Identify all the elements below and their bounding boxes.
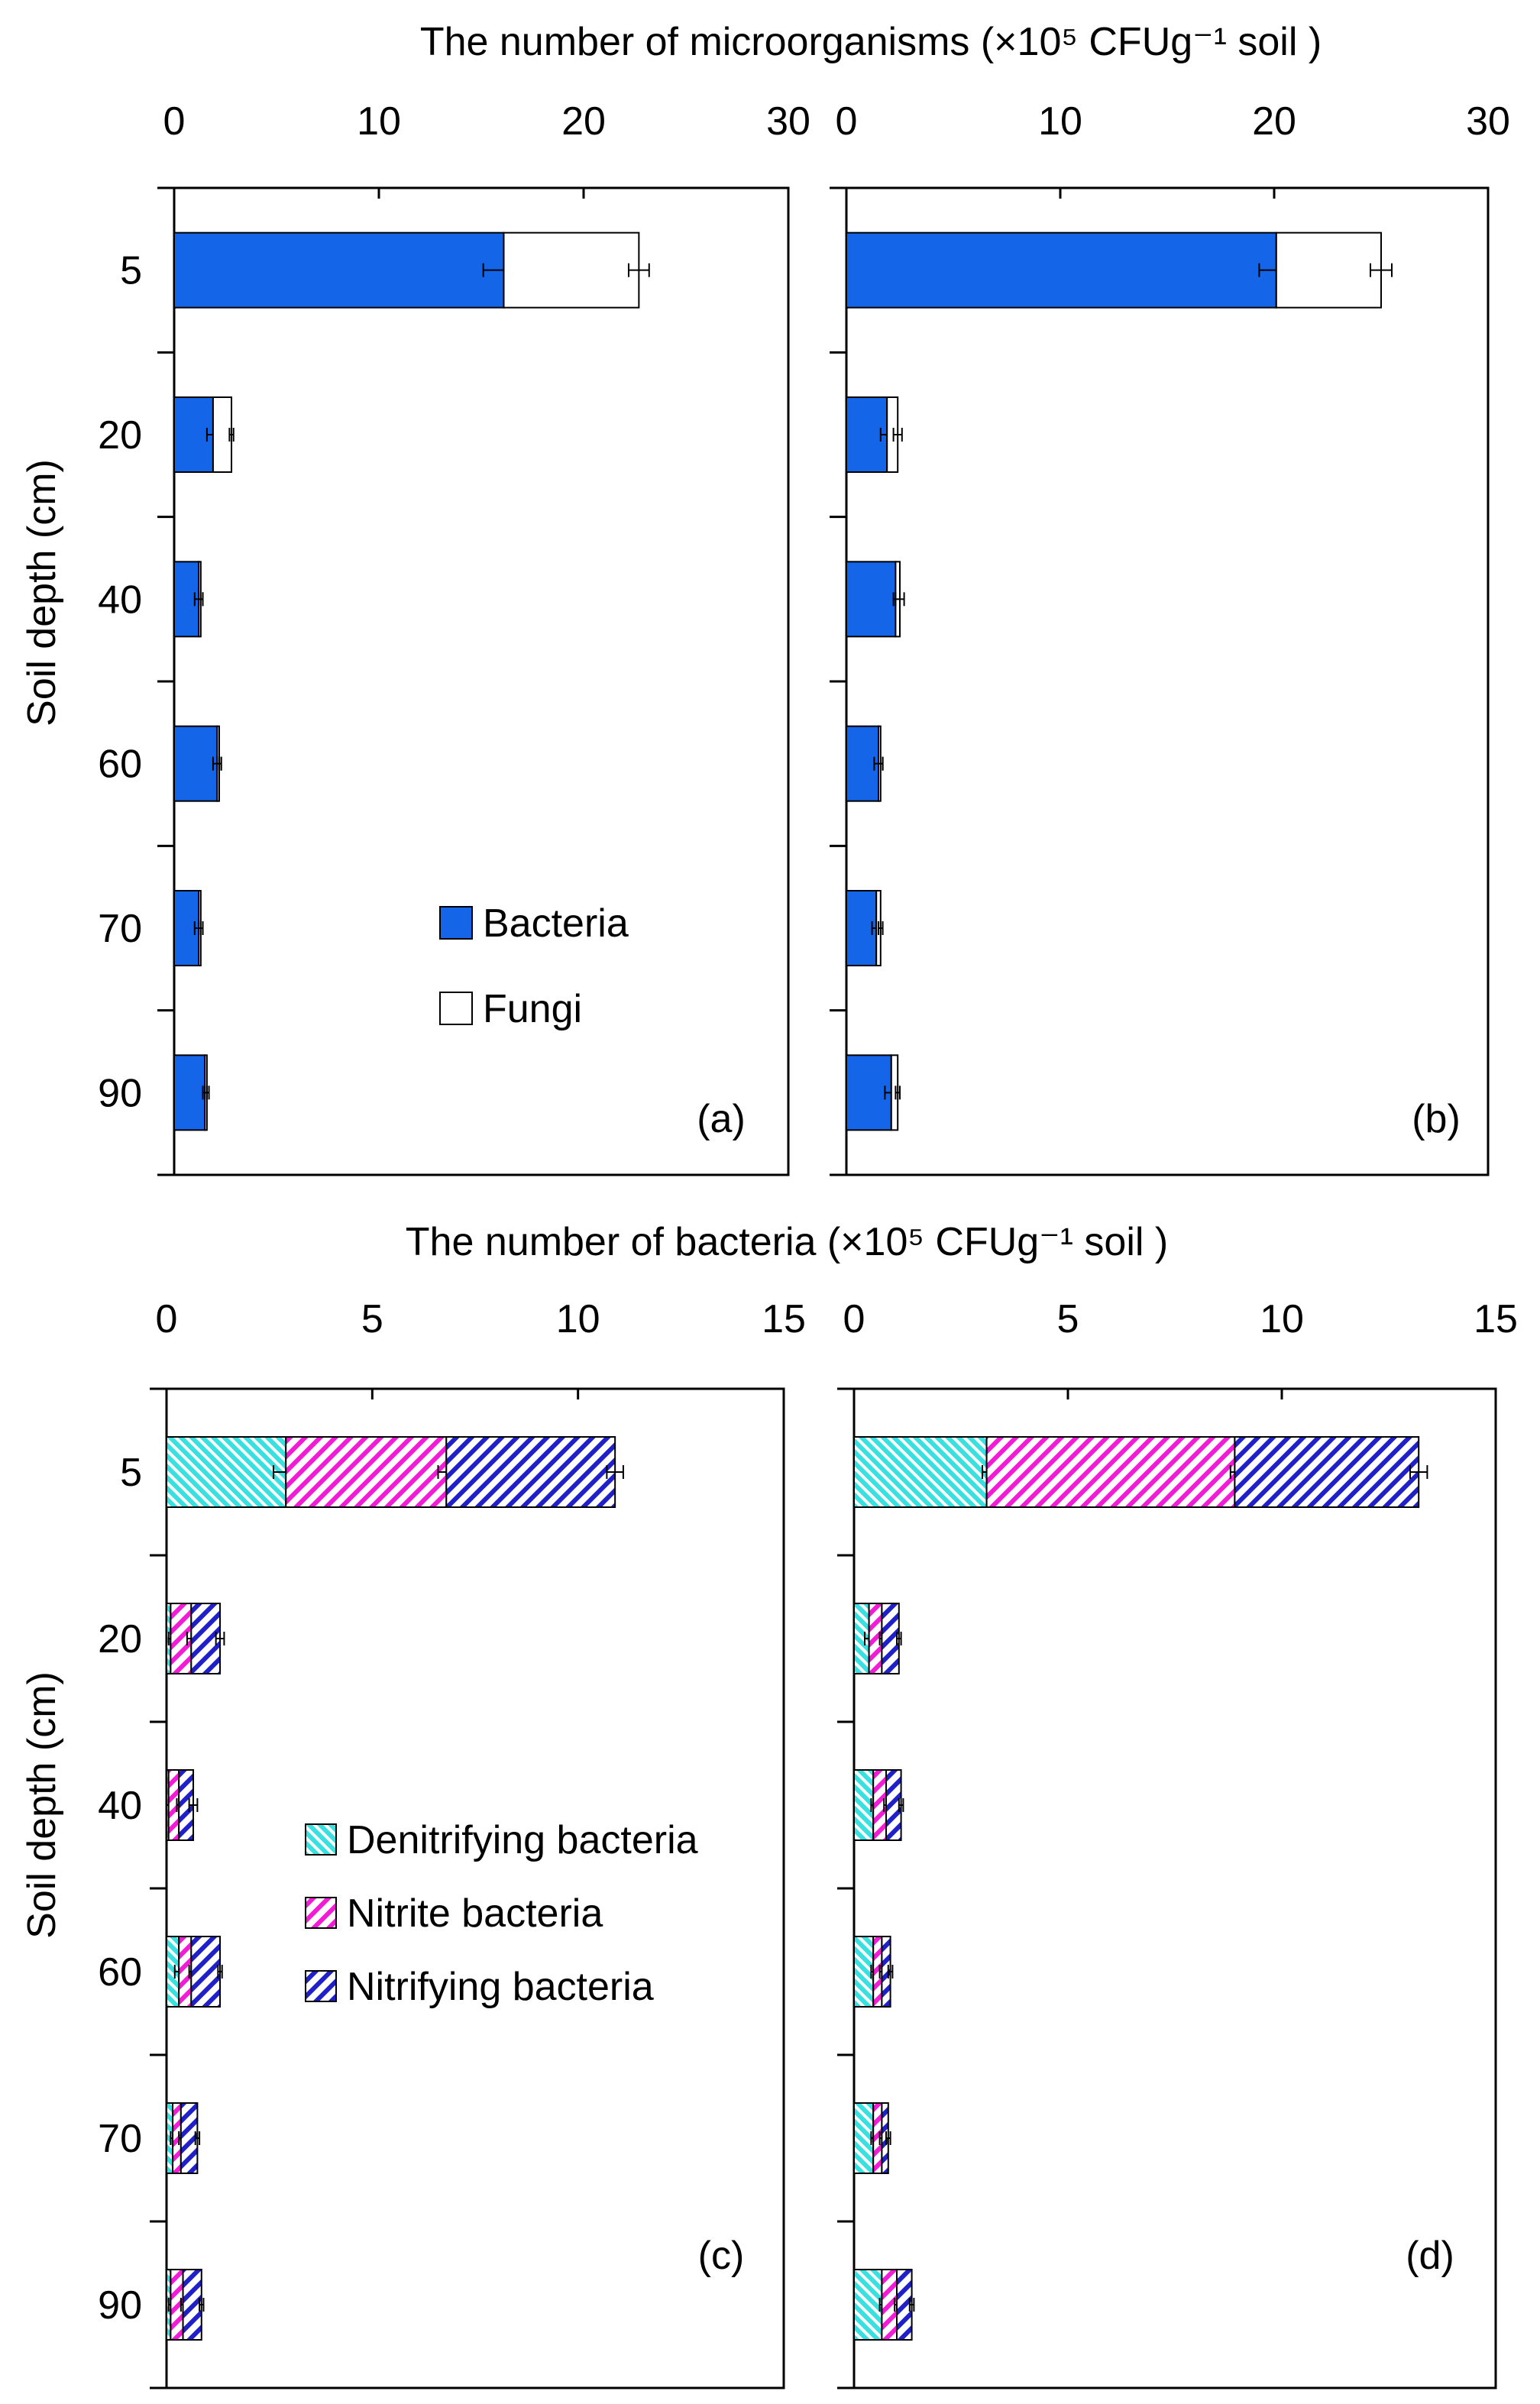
- panel-label: (d): [1406, 2234, 1454, 2278]
- bar-denitrifying: [166, 1436, 287, 1508]
- bar-bacteria: [173, 725, 218, 802]
- y-category-label: 70: [98, 2117, 142, 2161]
- bottom-figure-title: The number of bacteria (×10⁵ CFUg⁻¹ soil…: [406, 1220, 1168, 1264]
- panel-label: (a): [697, 1097, 746, 1141]
- bar-fungi: [212, 396, 233, 473]
- y-category-label: 60: [98, 743, 142, 787]
- panel-d: 0 5 10 15 (d): [837, 1297, 1518, 2389]
- plot-frame: [165, 1387, 785, 2389]
- panel-label: (b): [1412, 1097, 1461, 1141]
- x-tick-label: 30: [766, 99, 810, 144]
- bar-denitrifying: [853, 1436, 988, 1508]
- panel-c: 0 5 10 15 5 20 40 60 70 90 (c): [98, 1297, 806, 2389]
- bar-bacteria: [846, 725, 879, 802]
- legend-top: Bacteria Fungi: [439, 901, 629, 1031]
- legend-label: Nitrite bacteria: [347, 1891, 603, 1936]
- bar-denitrifying: [853, 2102, 875, 2174]
- y-category-label: 90: [98, 1071, 142, 1115]
- legend-swatch-bacteria: [439, 906, 473, 940]
- y-category-label: 40: [98, 1784, 142, 1828]
- panel-b: 0 10 20 30 (b): [830, 99, 1510, 1176]
- panel-label: (c): [698, 2234, 745, 2278]
- x-tick-label: 15: [1474, 1297, 1518, 1341]
- legend-swatch-nitrifying: [305, 1970, 337, 2002]
- y-category-label: 70: [98, 907, 142, 951]
- legend-swatch-fungi: [439, 992, 473, 1025]
- y-category-label: 40: [98, 578, 142, 622]
- y-category-label: 5: [120, 249, 142, 293]
- x-tick-label: 10: [1038, 99, 1082, 144]
- x-tick-label: 0: [156, 1297, 178, 1341]
- x-tick-label: 0: [836, 99, 858, 144]
- bar-nitrifying: [445, 1436, 616, 1508]
- legend-bottom: Denitrifying bacteria Nitrite bacteria Nit…: [305, 1818, 698, 2009]
- panel-a: 0 10 20 30 5 20 40 60 70 90 (a): [98, 99, 810, 1176]
- y-category-label: 5: [120, 1451, 142, 1495]
- plot-frame: [852, 1387, 1497, 2389]
- bar-denitrifying: [853, 1769, 875, 1841]
- x-tick-label: 5: [1057, 1297, 1079, 1341]
- y-axis-label-top: Soil depth (cm): [20, 459, 64, 726]
- y-category-label: 90: [98, 2283, 142, 2328]
- bar-bacteria: [846, 561, 897, 638]
- bar-fungi: [503, 231, 640, 309]
- x-tick-label: 20: [1252, 99, 1296, 144]
- legend-label: Bacteria: [483, 901, 629, 946]
- top-figure-title: The number of microorganisms (×10⁵ CFUg⁻…: [420, 20, 1322, 64]
- bar-bacteria: [173, 1054, 206, 1131]
- x-tick-label: 10: [556, 1297, 600, 1341]
- x-tick-label: 5: [361, 1297, 383, 1341]
- bar-nitrifying: [190, 1936, 222, 2008]
- legend-swatch-denitrifying: [305, 1823, 337, 1856]
- x-tick-label: 10: [1260, 1297, 1304, 1341]
- bar-fungi: [1275, 231, 1383, 309]
- x-tick-label: 15: [762, 1297, 806, 1341]
- x-tick-label: 0: [843, 1297, 865, 1341]
- bar-nitrifying: [1234, 1436, 1420, 1508]
- plot-frame: [173, 186, 790, 1176]
- x-tick-label: 0: [163, 99, 186, 144]
- legend-label: Nitrifying bacteria: [347, 1965, 654, 2009]
- plot-frame: [845, 186, 1490, 1176]
- y-category-label: 60: [98, 1950, 142, 1995]
- bar-nitrite: [985, 1436, 1236, 1508]
- bar-denitrifying: [853, 2269, 883, 2341]
- y-category-label: 20: [98, 413, 142, 458]
- x-tick-label: 20: [561, 99, 606, 144]
- bar-bacteria: [846, 231, 1277, 309]
- y-axis-label-bottom: Soil depth (cm): [20, 1671, 64, 1939]
- legend-label: Fungi: [483, 987, 582, 1031]
- legend-label: Denitrifying bacteria: [347, 1818, 698, 1862]
- legend-swatch-nitrite: [305, 1897, 337, 1929]
- x-tick-label: 10: [357, 99, 401, 144]
- bar-bacteria: [846, 1054, 892, 1131]
- bar-nitrite: [285, 1436, 448, 1508]
- x-tick-label: 30: [1466, 99, 1510, 144]
- y-category-label: 20: [98, 1617, 142, 1661]
- bar-denitrifying: [853, 1936, 875, 2008]
- bar-bacteria: [173, 231, 505, 309]
